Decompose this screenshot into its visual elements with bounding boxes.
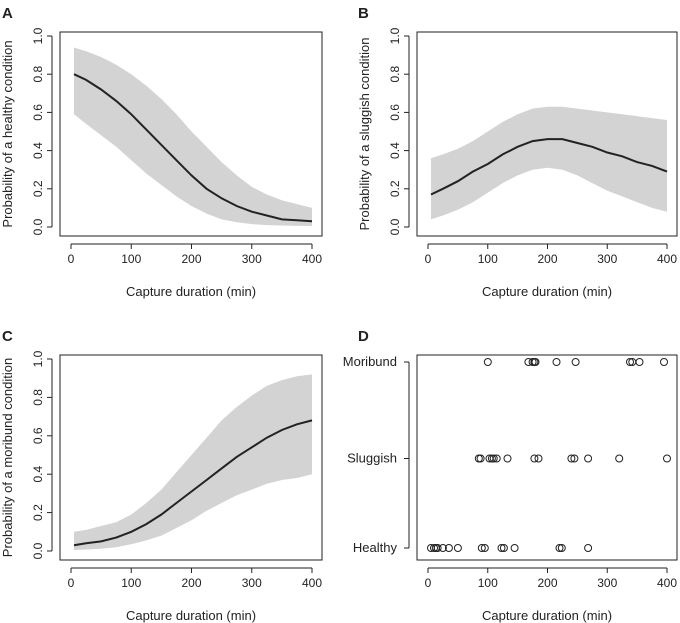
x-tick-label: 0 xyxy=(68,252,75,266)
y-tick-label: 0.8 xyxy=(31,389,45,406)
confidence-band xyxy=(431,106,667,220)
y-category-label: Healthy xyxy=(353,540,398,555)
data-point-healthy xyxy=(555,544,564,552)
data-point-healthy xyxy=(444,544,453,552)
data-point-sluggish xyxy=(489,454,498,463)
data-point-healthy xyxy=(480,544,489,552)
y-tick-label: 0.2 xyxy=(31,504,45,521)
panel-d: D 0 100 200 300 400 Capture duration (min) Heal… xyxy=(343,328,678,623)
data-point-healthy xyxy=(584,544,593,552)
y-tick-label: 0.6 xyxy=(31,427,45,444)
data-point-healthy xyxy=(499,544,508,552)
data-point-sluggish xyxy=(534,454,543,463)
plot-frame xyxy=(416,354,678,561)
data-point-sluggish xyxy=(615,454,624,463)
y-tick-label: 0.0 xyxy=(388,218,402,235)
data-point-sluggish xyxy=(503,454,512,463)
x-tick-label: 0 xyxy=(425,252,432,266)
data-point-moribund xyxy=(531,358,540,366)
data-point-moribund xyxy=(552,358,561,366)
x-tick-label: 300 xyxy=(242,576,262,590)
plot-frame xyxy=(59,354,323,561)
x-tick-label: 100 xyxy=(121,576,141,590)
y-tick-label: 0.4 xyxy=(388,142,402,159)
y-tick-label: 0.0 xyxy=(31,218,45,235)
x-tick-label: 300 xyxy=(597,252,617,266)
confidence-band xyxy=(74,374,312,550)
y-category-label: Sluggish xyxy=(347,451,397,466)
x-axis-title: Capture duration (min) xyxy=(126,608,256,623)
data-point-healthy xyxy=(510,544,519,552)
y-tick-label: 0.6 xyxy=(31,104,45,121)
y-tick-label: 1.0 xyxy=(31,350,45,367)
y-category-label: Moribund xyxy=(343,354,397,369)
y-tick-label: 0.8 xyxy=(31,66,45,83)
panel-b: B 0 100 200 300 400 Capture duration (min) 0.0 0… xyxy=(357,5,678,299)
y-tick-label: 1.0 xyxy=(388,27,402,44)
y-tick-label: 0.2 xyxy=(388,180,402,197)
x-tick-label: 200 xyxy=(181,252,201,266)
x-tick-label: 100 xyxy=(121,252,141,266)
panel-label: B xyxy=(358,5,369,22)
fit-line xyxy=(430,138,668,196)
x-tick-label: 0 xyxy=(425,576,432,590)
panel-a: A 0 100 200 300 400 Capture duration (min) 0.0 0… xyxy=(0,5,323,299)
data-point-sluggish xyxy=(492,454,501,463)
y-tick-label: 0.0 xyxy=(31,542,45,559)
confidence-band xyxy=(74,47,312,226)
y-axis-title: Probability of a moribund condition xyxy=(0,358,15,557)
y-tick-label: 0.8 xyxy=(388,66,402,83)
y-tick-label: 0.6 xyxy=(388,104,402,121)
data-point-healthy xyxy=(557,544,566,552)
data-point-sluggish xyxy=(584,454,593,463)
y-tick-label: 1.0 xyxy=(31,27,45,44)
x-tick-label: 300 xyxy=(242,252,262,266)
x-tick-label: 100 xyxy=(478,252,498,266)
data-point-moribund xyxy=(571,358,580,366)
data-point-sluggish xyxy=(476,454,485,463)
data-point-healthy xyxy=(453,544,462,552)
data-point-moribund xyxy=(483,358,492,366)
x-tick-label: 400 xyxy=(657,576,677,590)
data-point-healthy xyxy=(477,544,486,552)
x-tick-label: 400 xyxy=(302,252,322,266)
x-tick-label: 200 xyxy=(181,576,201,590)
panel-c: C 0 100 200 300 400 Capture duration (min) 0.0 0… xyxy=(0,328,323,623)
data-point-healthy xyxy=(433,544,442,552)
data-point-healthy xyxy=(438,544,447,552)
fit-line xyxy=(73,73,313,223)
x-tick-label: 400 xyxy=(657,252,677,266)
y-axis-title: Probability of a sluggish condition xyxy=(357,38,372,231)
x-tick-label: 0 xyxy=(68,576,75,590)
y-axis-title: Probability of a healthy condition xyxy=(0,40,15,227)
x-axis-title: Capture duration (min) xyxy=(482,608,612,623)
data-point-moribund xyxy=(660,358,668,366)
y-tick-label: 0.2 xyxy=(31,180,45,197)
x-tick-label: 200 xyxy=(537,576,557,590)
x-axis-title: Capture duration (min) xyxy=(482,284,612,299)
x-tick-label: 200 xyxy=(537,252,557,266)
panel-label: A xyxy=(2,5,13,22)
panel-label: D xyxy=(358,328,369,345)
data-point-sluggish xyxy=(570,454,579,463)
x-axis-title: Capture duration (min) xyxy=(126,284,256,299)
y-tick-label: 0.4 xyxy=(31,142,45,159)
data-point-sluggish xyxy=(567,454,576,463)
data-point-sluggish xyxy=(530,454,539,463)
panel-label: C xyxy=(2,328,13,345)
data-point-sluggish xyxy=(663,454,671,463)
x-tick-label: 300 xyxy=(597,576,617,590)
data-point-healthy xyxy=(497,544,506,552)
y-tick-label: 0.4 xyxy=(31,466,45,483)
plot-frame xyxy=(416,31,678,237)
x-tick-label: 100 xyxy=(478,576,498,590)
fit-line xyxy=(73,419,313,547)
data-point-moribund xyxy=(626,358,634,366)
plot-frame xyxy=(59,31,323,237)
data-point-moribund xyxy=(635,358,644,366)
x-tick-label: 400 xyxy=(302,576,322,590)
